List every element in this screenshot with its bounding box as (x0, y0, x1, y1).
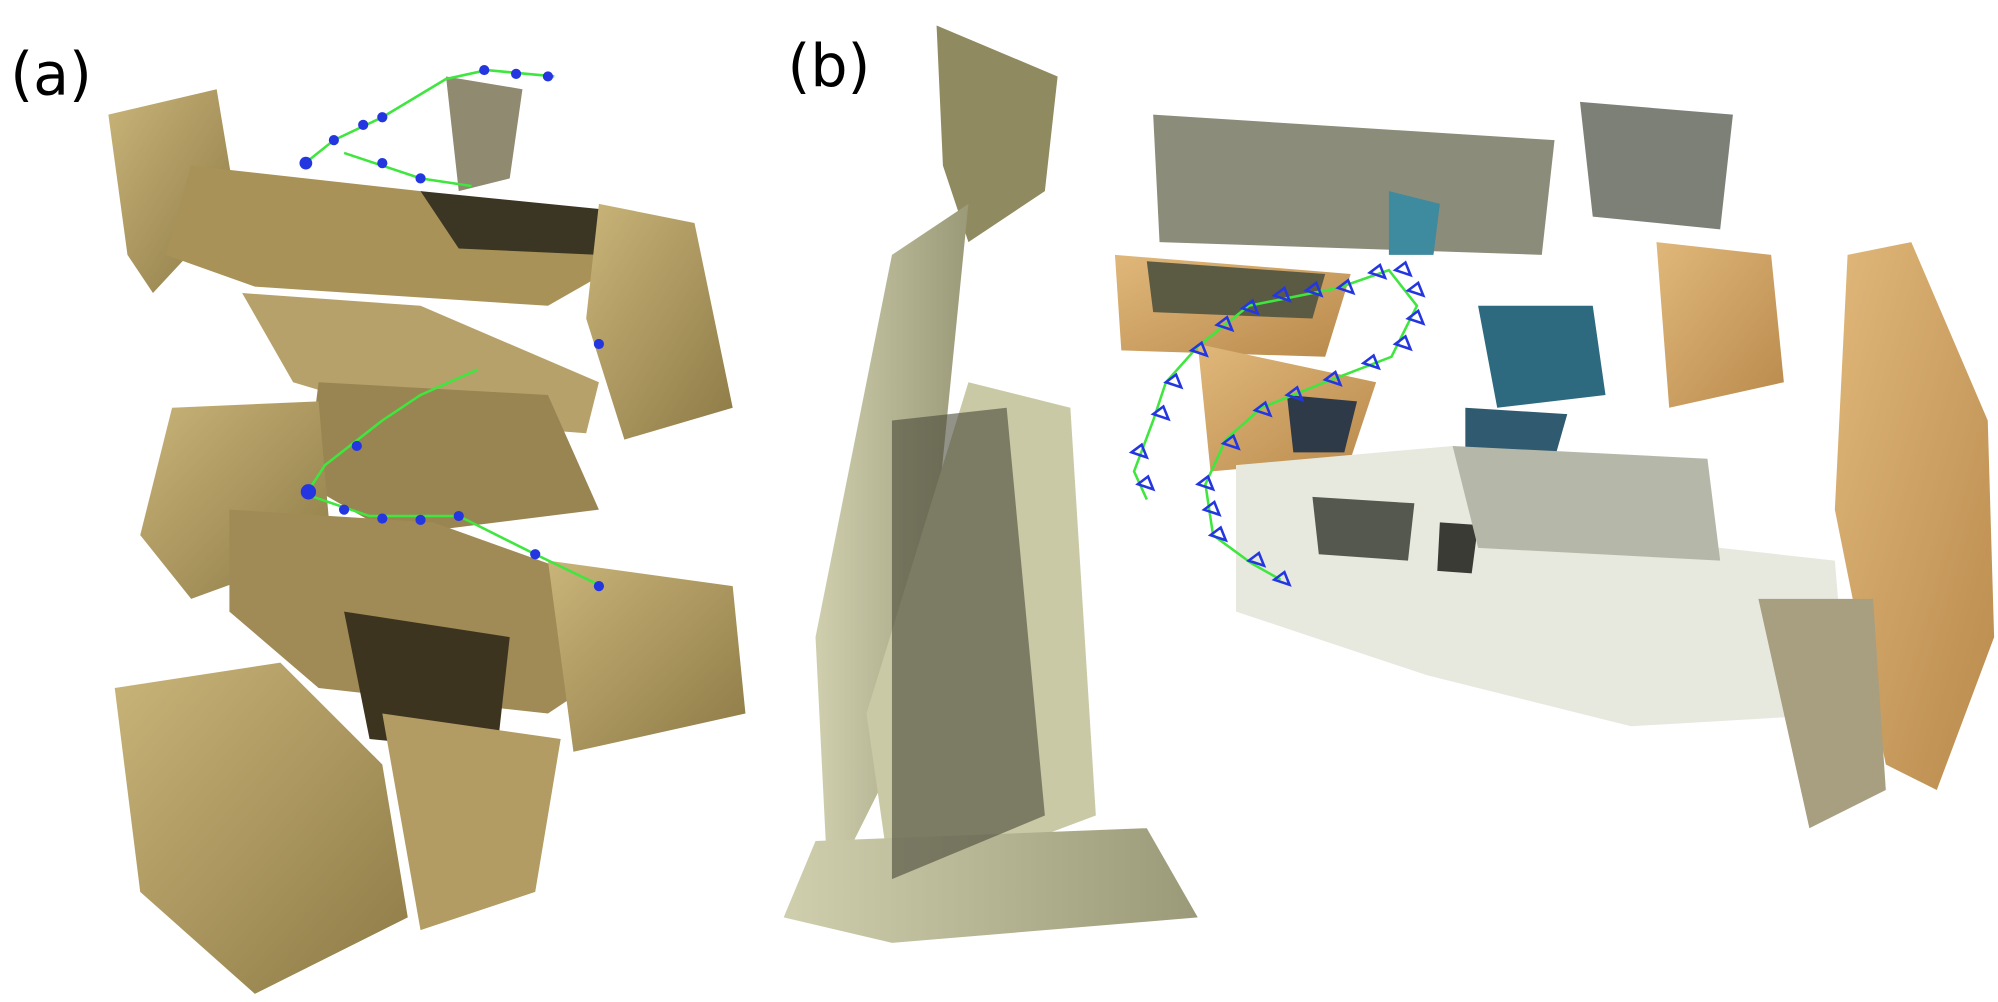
panel-a-pointcloud (108, 76, 746, 994)
panel-a-camera-poses (299, 64, 605, 592)
panel-label: (b) (787, 33, 870, 101)
panel-b-pointcloud (783, 25, 1995, 943)
panel-b-trajectory (1132, 268, 1419, 581)
panel-label: (a) (10, 40, 92, 108)
panel-b-camera-poses (1128, 260, 1426, 587)
